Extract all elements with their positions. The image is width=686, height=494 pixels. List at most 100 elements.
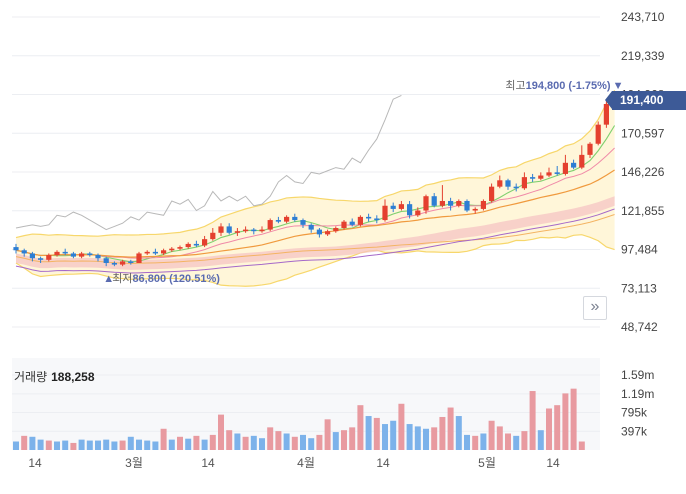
candle-body (374, 218, 380, 221)
price-tick-label: 121,855 (621, 204, 665, 218)
candle-body (579, 154, 585, 168)
candle-body (603, 103, 609, 125)
volume-bar (546, 408, 552, 450)
volume-bar (13, 441, 19, 450)
candle-body (120, 261, 126, 265)
candle-body (62, 251, 68, 254)
volume-bar (513, 435, 520, 450)
candle-body (185, 243, 191, 248)
annotations: 최고194,800 (-1.75%) ▼ ▲최저86,800 (120.51%) (103, 79, 623, 285)
bollinger-band (15, 89, 616, 287)
volume-bar (242, 436, 249, 450)
candle-body (161, 250, 167, 254)
price-tick-label: 73,113 (621, 281, 657, 295)
band-lower-line (15, 234, 615, 287)
candle-body (70, 253, 76, 257)
volume-bar (390, 420, 397, 450)
candle-body (530, 177, 536, 179)
volume-bar (341, 430, 347, 450)
high-annotation-label: 최고 (505, 79, 525, 92)
candle-body (243, 229, 249, 232)
volume-bar (455, 416, 462, 450)
volume-bar (308, 438, 315, 450)
candle-body (505, 180, 511, 187)
candle-body (316, 229, 322, 235)
low-marker: ▲ (103, 273, 114, 285)
candle-body (513, 186, 519, 189)
candle-body (341, 221, 347, 229)
candle-body (439, 200, 445, 206)
volume-bar (70, 442, 77, 450)
ma120-line (15, 208, 615, 274)
volume-bar (119, 440, 126, 450)
candle-body (497, 180, 503, 187)
volume-bar (291, 436, 298, 450)
candle-body (554, 172, 560, 174)
volume-bar (95, 440, 101, 450)
price-tick-label: 170,597 (621, 126, 665, 140)
candle-body (103, 258, 109, 263)
volume-bar (554, 405, 561, 450)
candle-body (366, 216, 372, 219)
candle-body (29, 253, 35, 259)
volume-bar (496, 426, 503, 450)
volume-axis: 1.59m 1.19m 795k 397k (621, 368, 654, 438)
price-tick-label: 97,484 (621, 243, 658, 257)
candle-body (267, 220, 273, 230)
volume-bar (357, 405, 364, 450)
volume-bar (283, 433, 290, 450)
volume-bar (185, 438, 192, 450)
volume-tick-label: 1.19m (621, 387, 654, 401)
ma10-line (15, 147, 615, 259)
volume-bar (480, 433, 487, 450)
price-tick-label: 243,710 (621, 10, 665, 24)
volume-bar (111, 441, 118, 450)
volume-bar (37, 439, 44, 450)
volume-bar (349, 427, 356, 450)
candle-body (193, 243, 199, 246)
candle-body (21, 250, 27, 254)
candle-body (234, 231, 240, 233)
candle-body (448, 200, 454, 206)
candle-body (415, 210, 421, 216)
date-axis: 14 3월 14 4월 14 5월 14 (28, 456, 560, 470)
candle-body (226, 226, 232, 233)
candle-body (95, 255, 101, 259)
candles (13, 94, 618, 267)
candle-body (259, 229, 265, 232)
candle-body (464, 200, 470, 211)
candle-body (144, 251, 150, 254)
candle-body (489, 186, 495, 201)
ma5-line (15, 125, 616, 263)
date-tick-label: 3월 (125, 456, 143, 470)
high-annotation: 최고194,800 (-1.75%) (505, 79, 611, 92)
volume-tick-label: 397k (621, 424, 648, 438)
volume-bar (136, 439, 142, 450)
date-tick-label: 14 (546, 456, 560, 470)
price-axis: 243,710219,339194,968170,597146,226121,8… (621, 10, 665, 334)
volume-bar (472, 435, 479, 450)
volume-bar (103, 439, 110, 450)
volume-bar (250, 435, 257, 450)
volume-bar (324, 419, 331, 450)
expand-chart-button[interactable]: » (583, 296, 607, 320)
candle-body (210, 232, 216, 240)
volume-bar (365, 416, 372, 450)
volume-bar (398, 403, 405, 450)
candle-body (54, 251, 60, 256)
candle-body (521, 177, 527, 189)
volume-tick-label: 1.59m (621, 368, 654, 382)
candle-body (480, 200, 486, 209)
candle-body (538, 175, 544, 179)
volume-bar (45, 440, 52, 450)
volume-panel (12, 358, 600, 450)
date-tick-label: 5월 (478, 456, 496, 470)
candle-body (79, 253, 85, 257)
ma60-line (15, 214, 615, 265)
candle-body (128, 261, 134, 263)
candle-body (300, 220, 306, 225)
price-tick-label: 48,742 (621, 320, 658, 334)
candle-body (357, 216, 363, 225)
